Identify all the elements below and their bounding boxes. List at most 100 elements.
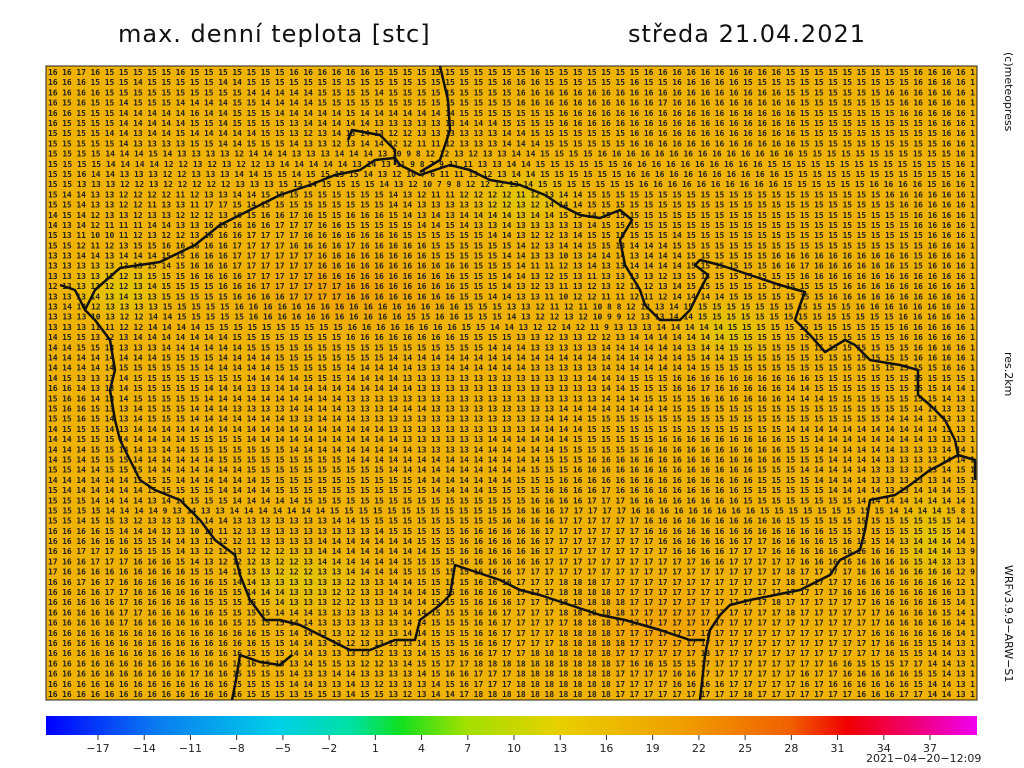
border-line [419, 65, 452, 174]
copyright: (c)meteopress [1002, 52, 1015, 132]
colorbar-label: 7 [464, 742, 471, 755]
title: max. denní teplota [stc] [118, 20, 431, 48]
grid-row: 16 15 16 15 15 14 15 15 15 14 14 14 14 1… [48, 99, 975, 108]
colorbar-label: 31 [831, 742, 845, 755]
colorbar-label: −2 [321, 742, 337, 755]
colorbar-label: 13 [553, 742, 567, 755]
colorbar-label: −8 [229, 742, 245, 755]
resolution: res.2km [1002, 352, 1015, 396]
grid-row: 15 14 14 13 13 12 12 12 12 11 12 13 13 1… [48, 190, 975, 199]
grid-row: 16 16 17 16 17 16 16 16 16 16 16 16 15 1… [48, 578, 975, 587]
grid-row: 16 16 16 15 15 15 14 15 15 15 15 15 14 1… [48, 78, 975, 87]
border-line [59, 156, 960, 701]
colorbar-label: 28 [784, 742, 798, 755]
grid-row: 12 13 13 13 12 12 13 14 15 15 15 15 16 1… [48, 282, 975, 291]
grid-row: 13 13 13 13 13 13 13 15 14 15 16 16 16 1… [48, 262, 975, 271]
model: WRFv3.9.9−ARW−S1 [1002, 565, 1015, 682]
grid-row: 15 16 16 14 13 14 15 15 15 15 15 14 14 1… [48, 394, 975, 403]
grid-row: 16 16 16 16 16 16 16 16 16 16 16 16 16 1… [48, 690, 975, 699]
grid-row: 16 16 16 16 16 16 16 16 16 16 16 16 16 1… [48, 629, 975, 638]
cool-area [670, 290, 790, 370]
grid-row: 14 14 14 14 14 14 15 15 15 14 14 14 14 1… [48, 476, 975, 485]
grid-row: 15 15 14 14 15 15 15 14 14 14 14 14 14 1… [48, 466, 975, 475]
grid-row: 15 13 11 10 10 11 12 13 12 12 13 16 16 1… [48, 231, 975, 240]
grid-row: 14 15 14 15 15 15 14 14 14 14 14 14 15 1… [48, 455, 975, 464]
grid-row: 16 16 16 16 17 17 16 16 16 16 16 16 15 1… [48, 588, 975, 597]
colorbar-label: 19 [646, 742, 660, 755]
grid-row: 15 15 15 14 14 14 14 13 14 14 15 15 15 1… [48, 496, 975, 505]
grid-row: 15 15 15 15 15 14 13 13 13 13 15 15 14 1… [48, 139, 975, 148]
grid-row: 16 16 16 16 16 17 17 16 16 16 16 16 15 1… [48, 608, 975, 617]
grid-row: 13 13 13 14 13 14 13 13 15 15 15 15 15 1… [48, 292, 975, 301]
grid-row: 16 16 16 16 16 16 16 16 16 16 16 16 16 1… [48, 639, 975, 648]
colorbar-label: 10 [507, 742, 521, 755]
grid-row: 15 16 16 15 13 13 14 15 15 15 14 14 14 1… [48, 404, 975, 413]
grid-row: 16 16 16 16 15 14 14 14 13 13 10 10 11 1… [48, 527, 975, 536]
grid-row: 14 15 14 12 13 13 12 13 13 12 12 12 13 1… [48, 211, 975, 220]
timestamp: 2021−04−20−12:09 [866, 752, 981, 765]
grid-row: 17 16 16 17 17 17 16 16 16 15 14 13 12 1… [48, 557, 975, 566]
grid-row: 15 15 15 15 14 14 14 15 14 13 13 13 13 1… [48, 150, 975, 159]
grid-row: 13 13 14 14 13 14 14 14 15 15 16 16 16 1… [48, 252, 975, 261]
colorbar-labels: −17 −14 −11 −8 −5 −2 1 4 7 10 13 16 19 22 25 28 31 34 37 [86, 735, 937, 755]
colorbar-label: 1 [372, 742, 379, 755]
value-grid: 16 16 17 16 15 15 15 15 15 16 15 15 15 1… [48, 68, 975, 699]
grid-row: 16 16 17 17 17 16 15 15 15 14 13 12 12 1… [48, 547, 975, 556]
border-line [957, 453, 977, 480]
grid-row: 15 15 14 15 15 13 12 13 13 13 11 14 14 1… [48, 517, 975, 526]
grid-row: 16 16 15 15 15 14 14 14 14 14 16 14 14 1… [48, 109, 975, 118]
colorbar [46, 716, 977, 735]
map-area: 16 16 17 16 15 15 15 15 15 16 15 15 15 1… [45, 65, 978, 701]
grid-row: 16 16 16 16 16 16 15 15 14 14 13 11 12 1… [48, 537, 975, 546]
colorbar-label: 16 [599, 742, 613, 755]
borders [59, 65, 977, 701]
grid-row: 14 13 14 12 11 11 11 14 14 13 13 16 16 1… [48, 221, 975, 230]
colorbar-label: −14 [133, 742, 156, 755]
grid-row: 15 14 14 14 14 14 14 15 15 15 15 15 14 1… [48, 486, 975, 495]
grid-row: 14 14 15 15 13 13 13 13 14 14 14 14 14 1… [48, 343, 975, 352]
colorbar-label: 37 [923, 742, 937, 755]
grid-row: 17 16 16 16 16 16 16 16 16 16 15 15 14 1… [48, 568, 975, 577]
colorbar-label: 25 [738, 742, 752, 755]
border-line [346, 128, 397, 165]
grid-row: 15 15 14 13 13 12 12 11 13 13 11 17 17 1… [48, 201, 975, 210]
grid-row: 13 14 14 12 13 13 13 13 15 15 15 15 15 1… [48, 303, 975, 312]
warm-area [220, 240, 480, 340]
grid-row: 16 16 16 16 16 16 16 16 16 16 16 16 16 1… [48, 680, 975, 689]
grid-row: 13 13 13 10 13 12 12 14 14 15 15 15 15 1… [48, 313, 975, 322]
colorbar-label: −11 [179, 742, 202, 755]
cool-area [60, 250, 180, 330]
grid-row: 14 14 15 15 15 14 14 14 14 14 15 15 15 1… [48, 435, 975, 444]
grid-row: 15 15 16 14 14 13 13 13 12 12 13 13 13 1… [48, 170, 975, 179]
grid-row: 14 15 15 13 12 13 14 14 14 14 14 14 14 1… [48, 333, 975, 342]
grid-row: 13 13 13 13 12 12 13 15 15 15 16 16 16 1… [48, 272, 975, 281]
border-line [84, 309, 705, 652]
grid-row: 15 15 15 15 14 14 14 14 9 13 14 13 13 14… [48, 506, 975, 515]
date: středa 21.04.2021 [628, 20, 866, 48]
grid-row: 16 16 16 16 16 17 16 16 16 16 16 15 15 1… [48, 598, 975, 607]
grid-row: 15 15 16 15 14 13 14 15 15 15 14 14 14 1… [48, 415, 975, 424]
grid-row: 14 14 14 14 14 14 14 14 15 15 15 15 14 1… [48, 354, 975, 363]
grid-row: 14 15 15 15 14 13 14 14 14 14 14 14 14 1… [48, 425, 975, 434]
colorbar-label: −17 [86, 742, 109, 755]
cool-area [450, 160, 590, 240]
colorbar-label: 22 [692, 742, 706, 755]
grid-row: 16 16 16 16 16 16 16 16 16 16 16 16 16 1… [48, 649, 975, 658]
grid-row: 16 16 16 16 16 16 16 16 16 16 17 16 16 1… [48, 670, 975, 679]
grid-row: 16 16 14 13 13 14 15 15 15 15 15 14 14 1… [48, 384, 975, 393]
grid-row: 16 15 15 15 15 14 14 14 14 14 15 15 14 1… [48, 119, 975, 128]
grid-row: 16 16 17 16 15 15 15 15 15 16 15 15 15 1… [48, 68, 975, 77]
colorbar-label: −5 [275, 742, 291, 755]
grid-row: 15 15 15 15 14 14 13 14 14 15 14 14 14 1… [48, 129, 975, 138]
grid-row: 14 14 14 14 14 15 15 15 15 15 15 14 14 1… [48, 364, 975, 373]
grid-row: 14 15 13 13 13 14 15 15 15 15 15 15 15 1… [48, 374, 975, 383]
border-line [230, 653, 293, 701]
grid-row: 14 14 14 15 15 14 14 13 14 14 15 15 15 1… [48, 445, 975, 454]
grid-row: 16 16 16 16 15 15 15 15 15 15 15 15 15 1… [48, 88, 975, 97]
grid-row: 15 15 12 11 12 13 15 15 16 16 16 16 16 1… [48, 241, 975, 250]
grid-row: 13 13 13 11 11 12 12 14 14 14 14 15 15 1… [48, 323, 975, 332]
grid-row: 16 16 16 16 16 17 16 16 16 16 16 16 16 1… [48, 619, 975, 628]
colorbar-label: 34 [877, 742, 891, 755]
